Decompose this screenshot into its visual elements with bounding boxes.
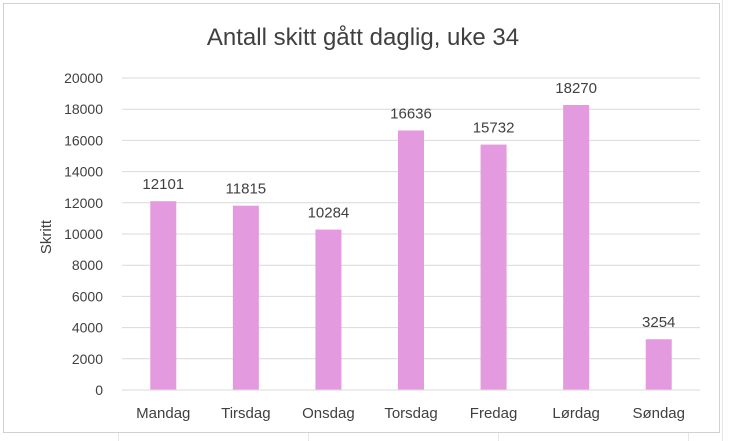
x-tick-label: Torsdag bbox=[384, 405, 437, 422]
x-tick-label: Mandag bbox=[136, 405, 190, 422]
data-label: 16636 bbox=[390, 105, 432, 122]
chart-area[interactable]: Antall skitt gått daglig, uke 34 Skritt … bbox=[3, 3, 720, 433]
bars bbox=[150, 104, 672, 390]
y-tick-label: 6000 bbox=[72, 288, 103, 304]
sheet-gridline bbox=[118, 433, 119, 441]
y-tick-label: 8000 bbox=[72, 257, 103, 273]
data-label: 11815 bbox=[226, 181, 267, 198]
data-label: 12101 bbox=[142, 176, 184, 193]
y-tick-label: 0 bbox=[95, 382, 103, 398]
sheet-gridline bbox=[722, 0, 723, 441]
x-tick-label: Fredag bbox=[470, 405, 518, 422]
data-labels: 12101 11815 10284 16636 15732 18270 3254 bbox=[142, 80, 675, 331]
sheet-gridline bbox=[498, 433, 499, 441]
x-tick-label: Onsdag bbox=[302, 405, 355, 422]
sheet-gridline bbox=[688, 433, 689, 441]
bar bbox=[480, 144, 507, 390]
y-tick-label: 20000 bbox=[64, 70, 103, 86]
bar-chart: Antall skitt gått daglig, uke 34 Skritt … bbox=[38, 24, 700, 422]
y-tick-label: 12000 bbox=[64, 195, 103, 211]
bar bbox=[563, 104, 590, 390]
y-tick-label: 18000 bbox=[64, 101, 103, 117]
y-axis-title: Skritt bbox=[38, 219, 55, 254]
x-tick-label: Tirsdag bbox=[221, 405, 270, 422]
data-label: 15732 bbox=[473, 120, 515, 137]
y-tick-label: 16000 bbox=[64, 132, 103, 148]
data-label: 10284 bbox=[308, 205, 350, 222]
bar bbox=[150, 201, 177, 390]
bar bbox=[232, 205, 259, 390]
x-tick-label: Lørdag bbox=[552, 405, 600, 422]
x-axis-ticks: Mandag Tirsdag Onsdag Torsdag Fredag Lørdag Sø… bbox=[136, 405, 685, 422]
chart-title: Antall skitt gått daglig, uke 34 bbox=[207, 24, 519, 51]
x-tick-label: Søndag bbox=[632, 405, 685, 422]
bar bbox=[645, 339, 672, 390]
y-tick-label: 2000 bbox=[72, 351, 103, 367]
bar bbox=[315, 229, 342, 390]
bar bbox=[398, 130, 424, 390]
y-tick-label: 14000 bbox=[64, 164, 103, 180]
y-axis-ticks: 0 2000 4000 6000 8000 10000 12000 14000 16000 180… bbox=[64, 70, 103, 398]
y-tick-label: 4000 bbox=[72, 320, 103, 336]
y-tick-label: 10000 bbox=[64, 226, 103, 242]
data-label: 3254 bbox=[642, 314, 675, 331]
sheet-gridline bbox=[308, 433, 309, 441]
data-label: 18270 bbox=[555, 80, 597, 97]
